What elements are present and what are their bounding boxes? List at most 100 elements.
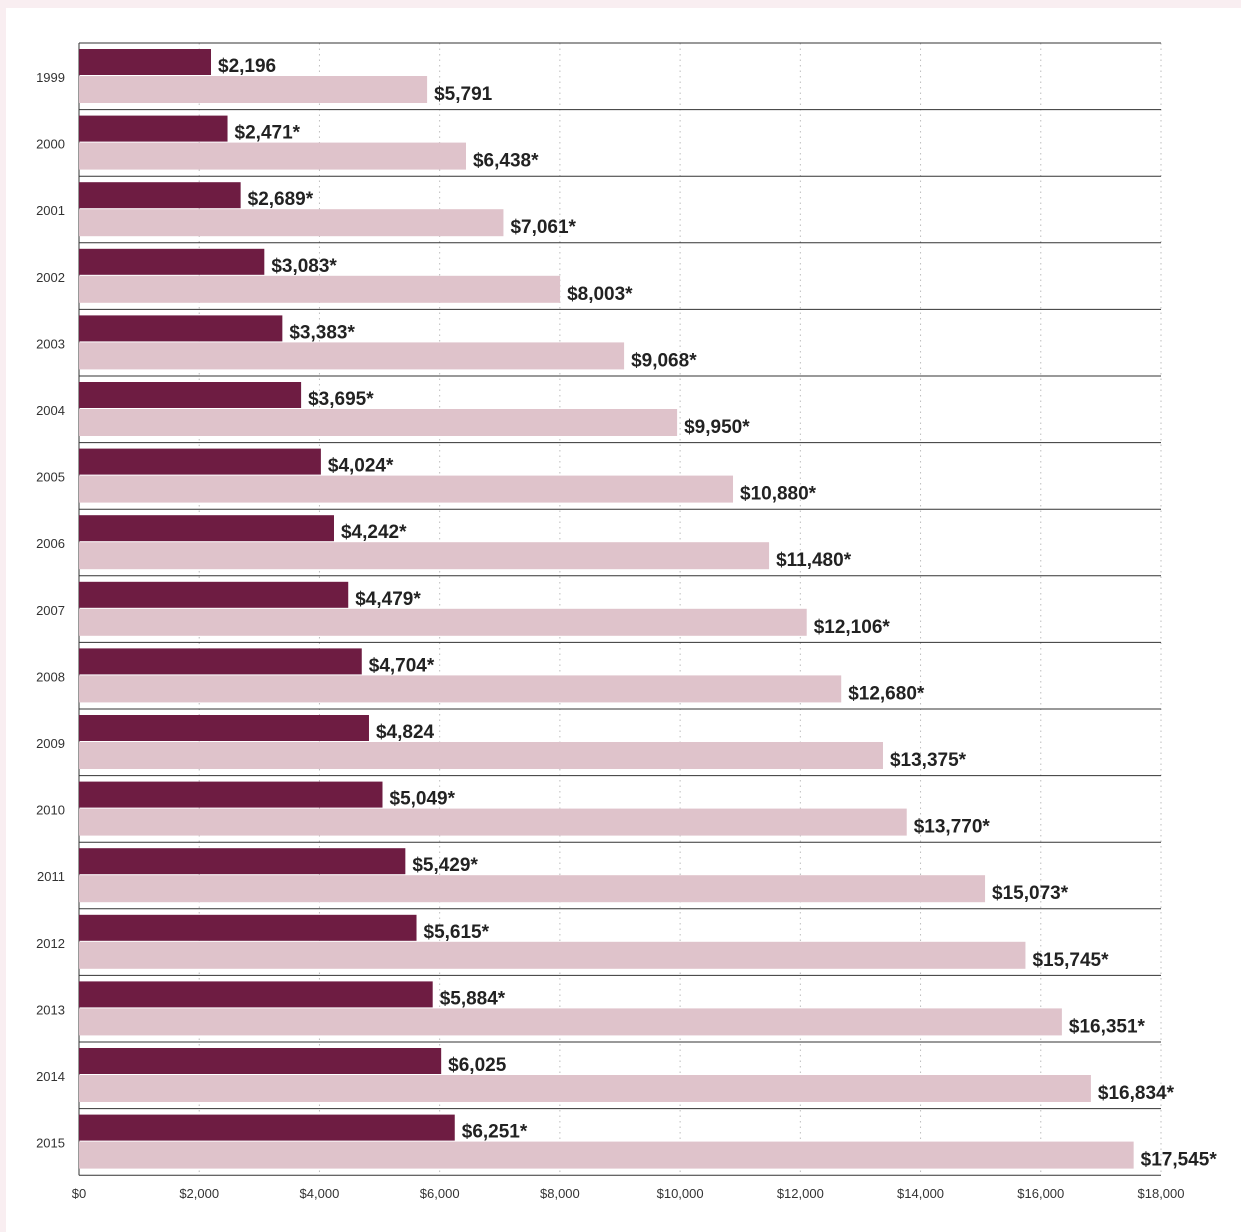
data-label: $11,480* bbox=[776, 550, 852, 571]
bar-series-1 bbox=[79, 115, 228, 142]
bar-series-2 bbox=[79, 742, 883, 769]
x-axis-ticks: $0 $2,000 $4,000 $6,000 $8,000 $10,000 $12,000… bbox=[72, 1186, 1185, 1201]
bar-series-1 bbox=[79, 315, 283, 342]
bar-series-1 bbox=[79, 715, 369, 741]
bar-series-2 bbox=[79, 275, 561, 303]
bar-series-2 bbox=[79, 675, 842, 703]
y-category-label: 2012 bbox=[36, 936, 65, 951]
data-label: $4,704* bbox=[369, 655, 435, 676]
data-label: $5,791 bbox=[434, 84, 493, 105]
data-label: $5,049* bbox=[390, 789, 456, 810]
bar-series-2 bbox=[79, 542, 770, 570]
data-label: $5,429* bbox=[412, 855, 478, 876]
data-label: $9,068* bbox=[631, 350, 697, 371]
x-tick-label: $16,000 bbox=[1017, 1186, 1064, 1201]
data-label: $6,438* bbox=[473, 151, 539, 172]
bar-series-1 bbox=[79, 981, 433, 1008]
bar-series-2 bbox=[79, 875, 986, 903]
data-label: $3,695* bbox=[308, 389, 374, 410]
data-label: $16,351* bbox=[1069, 1016, 1146, 1037]
y-category-label: 2014 bbox=[36, 1069, 65, 1084]
y-category-label: 2008 bbox=[36, 669, 65, 684]
data-label: $12,106* bbox=[814, 617, 891, 638]
y-category-label: 2002 bbox=[36, 270, 65, 285]
y-category-label: 2013 bbox=[36, 1002, 65, 1017]
bar-series-1 bbox=[79, 49, 212, 75]
bar-series-1 bbox=[79, 382, 302, 408]
data-label: $13,375* bbox=[890, 750, 967, 771]
data-label: $3,083* bbox=[271, 256, 337, 277]
data-label: $13,770* bbox=[914, 817, 991, 838]
data-label: $8,003* bbox=[567, 284, 633, 305]
y-category-label: 2000 bbox=[36, 137, 65, 152]
data-label: $2,196 bbox=[218, 56, 276, 77]
y-category-label: 2004 bbox=[36, 403, 65, 418]
data-label: $15,745* bbox=[1032, 950, 1109, 971]
bar-series-1 bbox=[79, 448, 321, 475]
y-category-label: 2007 bbox=[36, 603, 65, 618]
data-label: $15,073* bbox=[992, 883, 1069, 904]
y-category-label: 2006 bbox=[36, 536, 65, 551]
x-tick-label: $14,000 bbox=[897, 1186, 944, 1201]
bar-series-2 bbox=[79, 209, 504, 237]
bar-series-2 bbox=[79, 1008, 1062, 1036]
bar-series-1 bbox=[79, 848, 406, 875]
row-dividers bbox=[79, 42, 1161, 1176]
data-label: $7,061* bbox=[510, 217, 576, 238]
bar-series-2 bbox=[79, 76, 428, 103]
x-tick-label: $12,000 bbox=[777, 1186, 824, 1201]
data-label: $6,251* bbox=[462, 1122, 528, 1143]
x-tick-label: $10,000 bbox=[657, 1186, 704, 1201]
data-label: $12,680* bbox=[848, 683, 925, 704]
y-category-label: 2011 bbox=[37, 869, 65, 884]
data-label: $9,950* bbox=[684, 417, 750, 438]
data-label: $3,383* bbox=[289, 322, 355, 343]
bar-series-2 bbox=[79, 941, 1026, 969]
bar-series-1 bbox=[79, 914, 417, 941]
y-category-label: 1999 bbox=[36, 70, 65, 85]
x-tick-label: $8,000 bbox=[540, 1186, 580, 1201]
y-category-label: 2001 bbox=[36, 203, 65, 218]
bar-series-1 bbox=[79, 248, 265, 275]
data-label: $6,025 bbox=[448, 1055, 507, 1076]
y-category-label: 2003 bbox=[36, 336, 65, 351]
x-tick-label: $0 bbox=[72, 1186, 86, 1201]
data-label: $5,884* bbox=[440, 988, 506, 1009]
bar-series-1 bbox=[79, 648, 362, 675]
y-axis-categories: 1999 2000 2001 2002 2003 2004 2005 2006 2007 2008… bbox=[36, 70, 65, 1151]
x-tick-label: $18,000 bbox=[1138, 1186, 1185, 1201]
data-label: $5,615* bbox=[424, 922, 490, 943]
x-tick-label: $2,000 bbox=[179, 1186, 219, 1201]
data-labels: $2,196 $5,791 $2,471* $6,438* $2,689* $7,061*… bbox=[218, 56, 1217, 1171]
data-label: $4,479* bbox=[355, 589, 421, 610]
y-category-label: 2015 bbox=[36, 1136, 65, 1151]
y-category-label: 2009 bbox=[36, 736, 65, 751]
data-label: $4,242* bbox=[341, 522, 407, 543]
data-label: $16,834* bbox=[1098, 1083, 1175, 1104]
x-tick-label: $4,000 bbox=[300, 1186, 340, 1201]
bar-series-2 bbox=[79, 475, 734, 503]
bar-series-2 bbox=[79, 1141, 1134, 1169]
bar-series-2 bbox=[79, 409, 678, 436]
bars bbox=[79, 49, 1134, 1169]
bar-series-2 bbox=[79, 142, 466, 170]
bar-series-2 bbox=[79, 342, 625, 370]
y-category-label: 2010 bbox=[36, 803, 65, 818]
bar-series-2 bbox=[79, 1075, 1091, 1102]
bar-series-1 bbox=[79, 515, 334, 542]
bar-series-1 bbox=[79, 1114, 455, 1141]
bar-series-2 bbox=[79, 608, 807, 636]
y-category-label: 2005 bbox=[36, 470, 65, 485]
data-label: $17,545* bbox=[1141, 1150, 1218, 1171]
data-label: $2,471* bbox=[235, 123, 301, 144]
x-tick-label: $6,000 bbox=[420, 1186, 460, 1201]
data-label: $4,824 bbox=[376, 722, 435, 743]
bar-series-1 bbox=[79, 1048, 442, 1074]
data-label: $4,024* bbox=[328, 456, 394, 477]
bar-series-1 bbox=[79, 581, 349, 608]
bar-series-2 bbox=[79, 808, 907, 836]
data-label: $2,689* bbox=[248, 189, 314, 210]
bar-series-1 bbox=[79, 781, 383, 808]
bar-series-1 bbox=[79, 182, 241, 209]
